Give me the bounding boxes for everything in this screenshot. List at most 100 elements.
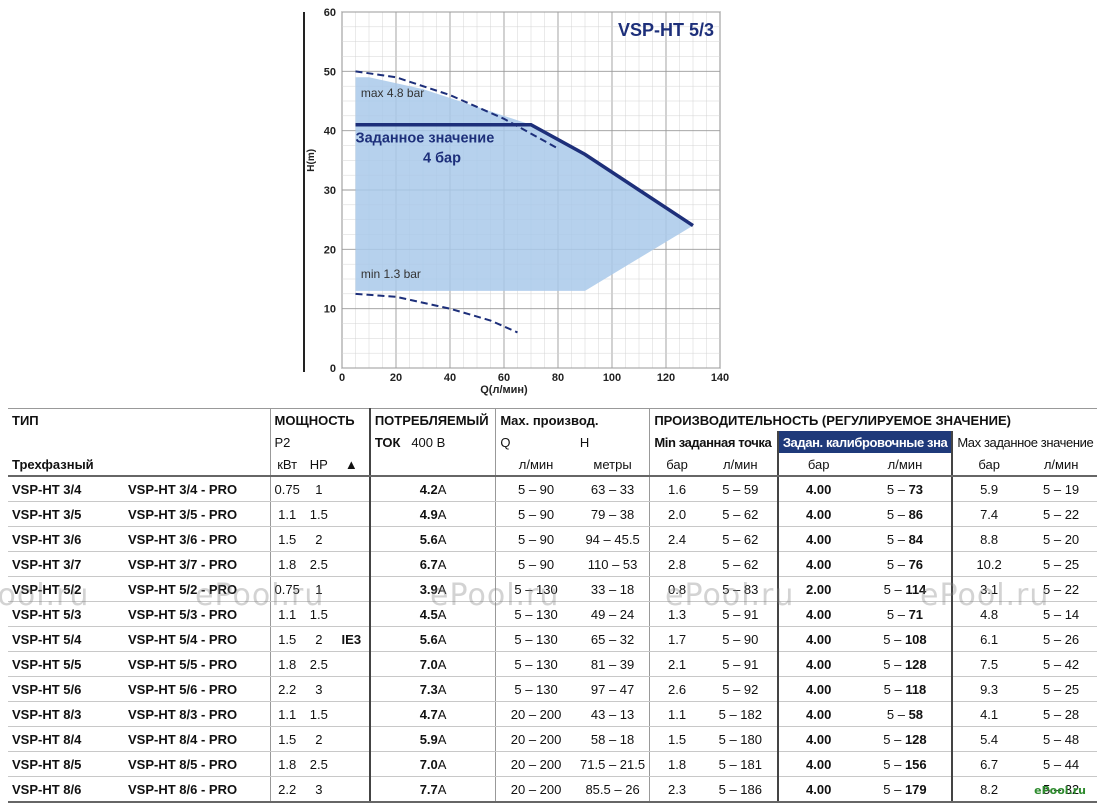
set-flow-cell: 5 – 86: [858, 501, 953, 527]
set-flow-max: 118: [905, 681, 927, 697]
header-kw: кВт: [269, 453, 304, 477]
table-cell: VSP-HT 3/4: [8, 476, 124, 502]
ie-class-cell: [333, 676, 370, 702]
table-cell: 2.00: [776, 576, 859, 602]
current-unit: A: [437, 706, 447, 722]
ie-class-cell: [333, 526, 370, 552]
table-cell: 1.5: [649, 726, 704, 752]
table-cell: 5.4: [951, 726, 1025, 752]
table-row: VSP-HT 3/6 VSP-HT 3/6 - PRO 1.5 2 5.6A 5 – 90…: [8, 526, 1098, 552]
current-cell: 4.5A: [368, 601, 496, 627]
current-unit: A: [437, 756, 447, 772]
table-cell: 5.9: [951, 476, 1025, 502]
ie-class-cell: [333, 651, 370, 677]
table-row: VSP-HT 8/6 VSP-HT 8/6 - PRO 2.2 3 7.7A 20 – 2…: [8, 776, 1098, 803]
table-cell: 5 – 186: [703, 776, 778, 803]
set-flow-prefix: 5 –: [883, 731, 905, 747]
set-flow-prefix: 5 –: [883, 631, 905, 647]
table-cell: 1.8: [649, 751, 704, 777]
table-cell: 1: [303, 476, 334, 502]
table-cell: 8.2: [951, 776, 1025, 803]
current-cell: 4.2A: [368, 476, 496, 502]
table-row: VSP-HT 8/3 VSP-HT 8/3 - PRO 1.1 1.5 4.7A 20 –…: [8, 701, 1098, 727]
x-tick-label: 140: [711, 372, 729, 384]
table-cell: 1.5: [303, 601, 334, 627]
annotation-max: max 4.8 bar: [361, 86, 424, 100]
header-p2: P2: [269, 431, 334, 453]
table-cell: 5 – 91: [703, 601, 778, 627]
table-cell: VSP-HT 8/6: [8, 776, 124, 803]
set-flow-cell: 5 – 114: [858, 576, 953, 602]
x-axis-label: Q(л/мин): [480, 384, 528, 396]
table-cell: 20 – 200: [495, 701, 576, 727]
header-max-bar: бар: [951, 453, 1025, 477]
table-cell: 4.00: [776, 526, 859, 552]
table-cell: 1: [303, 576, 334, 602]
operating-region: [355, 77, 693, 291]
pump-curve-chart: 0 20 40 60 80 100 120 1400102030405060Q(л/мин)H…: [303, 7, 729, 396]
table-cell: 1.8: [269, 751, 304, 777]
table-cell: 4.00: [776, 776, 859, 803]
current-cell: 7.7A: [368, 776, 496, 803]
header-power: МОЩНОСТЬ: [269, 408, 370, 431]
current-value: 7.7: [419, 781, 438, 797]
current-value: 4.5: [419, 606, 438, 622]
ie-class-cell: [333, 476, 370, 502]
table-cell: 5 – 22: [1024, 576, 1098, 602]
header-blank-2: [334, 431, 370, 453]
x-tick-label: 0: [339, 372, 345, 384]
table-cell: 4.00: [776, 626, 859, 652]
table-row: VSP-HT 5/3 VSP-HT 5/3 - PRO 1.1 1.5 4.5A 5 – …: [8, 601, 1098, 627]
table-cell: VSP-HT 5/4 - PRO: [124, 626, 270, 652]
table-cell: 4.00: [776, 676, 859, 702]
current-unit: A: [437, 731, 447, 747]
table-cell: 2.5: [303, 651, 334, 677]
header-q-unit: л/мин: [495, 453, 576, 477]
table-cell: 5 – 25: [1024, 676, 1098, 702]
current-cell: 4.9A: [368, 501, 496, 527]
table-cell: VSP-HT 5/4: [8, 626, 124, 652]
table-cell: 5 – 90: [495, 501, 576, 527]
current-unit: A: [437, 556, 447, 572]
table-cell: 5 – 130: [495, 676, 576, 702]
annotation-setpoint-value: 4 бар: [423, 151, 461, 167]
header-cal-lmin: л/мин: [858, 453, 953, 477]
set-flow-cell: 5 – 108: [858, 626, 953, 652]
ie-class-cell: [333, 501, 370, 527]
table-cell: 5 – 62: [703, 501, 778, 527]
table-cell: 3: [303, 676, 334, 702]
table-cell: 5 – 182: [703, 701, 778, 727]
table-cell: VSP-HT 8/4 - PRO: [124, 726, 270, 752]
set-flow-prefix: 5 –: [886, 506, 909, 522]
current-value: 7.3: [419, 681, 438, 697]
table-cell: VSP-HT 3/4 - PRO: [124, 476, 270, 502]
table-cell: 10.2: [951, 551, 1025, 577]
set-flow-cell: 5 – 156: [858, 751, 953, 777]
set-flow-max: 128: [904, 731, 927, 747]
header-voltage: 400 В: [411, 434, 446, 450]
x-tick-label: 100: [603, 372, 621, 384]
current-value: 4.9: [419, 506, 438, 522]
table-cell: VSP-HT 8/3: [8, 701, 124, 727]
ie-class-cell: [333, 751, 370, 777]
table-cell: 2: [303, 526, 334, 552]
ie-class-cell: [333, 701, 370, 727]
y-axis-label: H(m): [306, 149, 317, 172]
table-cell: 4.00: [776, 501, 859, 527]
set-flow-max: 128: [904, 656, 927, 672]
table-cell: 4.8: [951, 601, 1025, 627]
current-value: 7.0: [419, 656, 438, 672]
table-cell: 1.5: [269, 726, 304, 752]
table-row: VSP-HT 5/4 VSP-HT 5/4 - PRO 1.5 2 IE3 5.6A 5 –…: [8, 626, 1098, 652]
table-cell: 5 – 90: [703, 626, 778, 652]
table-cell: 1.1: [269, 601, 304, 627]
table-cell: 5 – 130: [495, 626, 576, 652]
table-cell: 20 – 200: [495, 726, 576, 752]
set-flow-cell: 5 – 128: [858, 726, 953, 752]
current-cell: 5.6A: [368, 526, 496, 552]
table-cell: 2.2: [269, 776, 304, 803]
header-min-set: Min заданная точка: [649, 431, 778, 453]
table-cell: VSP-HT 5/2 - PRO: [124, 576, 270, 602]
set-flow-prefix: 5 –: [886, 531, 909, 547]
table-cell: 2.5: [303, 751, 334, 777]
